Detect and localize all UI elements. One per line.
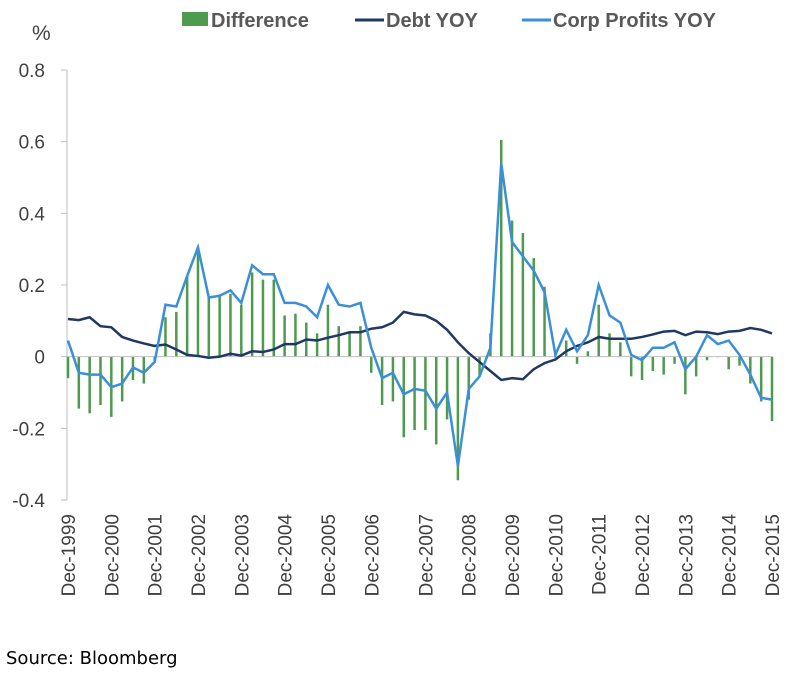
difference-bar bbox=[175, 311, 178, 357]
source-note: Source: Bloomberg bbox=[6, 648, 178, 669]
difference-bar bbox=[651, 356, 655, 371]
difference-bar bbox=[283, 315, 286, 357]
difference-bar bbox=[359, 326, 362, 357]
difference-bar bbox=[294, 313, 297, 357]
difference-bar bbox=[207, 297, 211, 357]
difference-bar bbox=[261, 279, 265, 357]
x-tick-label: Dec-2005 bbox=[319, 514, 340, 596]
difference-bars bbox=[66, 139, 774, 481]
difference-bar bbox=[770, 356, 774, 422]
x-tick-label: Dec-2003 bbox=[232, 514, 253, 596]
difference-bar bbox=[575, 356, 579, 364]
x-tick-label: Dec-2012 bbox=[633, 514, 654, 596]
difference-bar bbox=[77, 356, 81, 409]
difference-bar bbox=[499, 139, 503, 357]
difference-bar bbox=[521, 233, 525, 357]
difference-bar bbox=[597, 304, 600, 357]
y-tick-label: 0.6 bbox=[19, 133, 45, 154]
legend-label-profits: Corp Profits YOY bbox=[553, 10, 717, 32]
difference-bar bbox=[413, 356, 416, 431]
difference-bar bbox=[759, 356, 763, 402]
difference-bar bbox=[564, 340, 568, 357]
x-tick-label: Dec-2008 bbox=[460, 514, 481, 596]
legend: Difference Debt YOY Corp Profits YOY bbox=[182, 10, 717, 32]
y-tick-label: -0.2 bbox=[12, 419, 45, 440]
y-tick-label: 0.8 bbox=[19, 61, 45, 82]
difference-bar bbox=[348, 331, 351, 357]
difference-bar bbox=[142, 356, 146, 384]
difference-bar bbox=[738, 356, 741, 366]
difference-bar bbox=[673, 356, 676, 364]
difference-bar bbox=[694, 356, 698, 377]
difference-bar bbox=[272, 279, 276, 357]
difference-bar bbox=[424, 356, 427, 431]
difference-bar bbox=[229, 293, 232, 357]
difference-bar bbox=[391, 356, 395, 402]
x-tick-label: Dec-2015 bbox=[763, 514, 784, 596]
difference-bar bbox=[727, 356, 730, 370]
difference-bar bbox=[445, 356, 449, 420]
x-tick-label: Dec-2014 bbox=[720, 514, 741, 597]
difference-bar bbox=[662, 356, 665, 375]
x-tick-label: Dec-2001 bbox=[146, 514, 167, 596]
difference-bar bbox=[99, 356, 102, 406]
difference-bar bbox=[218, 295, 221, 357]
difference-bar bbox=[337, 326, 341, 357]
y-unit-label: % bbox=[32, 22, 51, 45]
difference-bar bbox=[196, 247, 200, 357]
difference-bar bbox=[532, 258, 535, 357]
difference-bar bbox=[315, 333, 319, 357]
difference-bar bbox=[684, 356, 687, 395]
y-tick-label: 0 bbox=[34, 348, 45, 369]
difference-bar bbox=[120, 356, 124, 402]
y-tick-label: 0.2 bbox=[19, 276, 45, 297]
difference-bar bbox=[326, 304, 330, 357]
difference-bar bbox=[478, 356, 481, 377]
x-tick-label: Dec-2011 bbox=[590, 514, 611, 595]
x-tick-label: Dec-2006 bbox=[362, 514, 383, 596]
x-axis: Dec-1999 Dec-2000 Dec-2001 Dec-2002 Dec-2003… bbox=[59, 514, 784, 597]
legend-label-difference: Difference bbox=[211, 10, 309, 32]
difference-bar bbox=[185, 276, 189, 357]
difference-bar bbox=[402, 356, 406, 438]
difference-bar bbox=[705, 356, 709, 361]
difference-bar bbox=[510, 220, 514, 357]
difference-bar bbox=[164, 317, 167, 357]
difference-bar bbox=[543, 286, 546, 357]
y-axis: 0.8 0.6 0.4 0.2 0 -0.2 -0.4 bbox=[12, 61, 68, 512]
legend-swatch-difference bbox=[182, 12, 208, 26]
difference-bar bbox=[586, 351, 590, 357]
x-tick-label: Dec-2002 bbox=[189, 514, 210, 596]
x-tick-label: Dec-2009 bbox=[503, 514, 524, 596]
difference-bar bbox=[370, 356, 373, 373]
y-tick-label: -0.4 bbox=[12, 491, 45, 512]
x-tick-label: Dec-2010 bbox=[546, 514, 567, 596]
x-tick-label: Dec-2013 bbox=[676, 514, 697, 596]
x-tick-label: Dec-2000 bbox=[102, 514, 123, 596]
corp-profits-yoy-line bbox=[66, 162, 773, 467]
difference-bar bbox=[456, 356, 460, 481]
difference-bar bbox=[640, 356, 644, 380]
debt-yoy-line bbox=[67, 310, 773, 382]
difference-bar bbox=[608, 333, 611, 357]
x-tick-label: Dec-2007 bbox=[416, 514, 437, 596]
difference-bar bbox=[629, 356, 633, 377]
difference-bar bbox=[619, 342, 622, 357]
chart: Difference Debt YOY Corp Profits YOY % 0… bbox=[12, 10, 784, 597]
legend-label-debt: Debt YOY bbox=[386, 10, 479, 32]
difference-bar bbox=[88, 356, 91, 414]
difference-bar bbox=[434, 356, 438, 445]
difference-bar bbox=[240, 304, 243, 357]
difference-bar bbox=[250, 272, 254, 357]
difference-bar bbox=[380, 356, 384, 406]
difference-bar bbox=[749, 356, 752, 384]
x-tick-label: Dec-2004 bbox=[276, 514, 297, 597]
x-tick-label: Dec-1999 bbox=[59, 514, 80, 596]
y-tick-label: 0.4 bbox=[19, 204, 46, 225]
difference-bar bbox=[467, 356, 470, 400]
difference-bar bbox=[66, 356, 70, 379]
